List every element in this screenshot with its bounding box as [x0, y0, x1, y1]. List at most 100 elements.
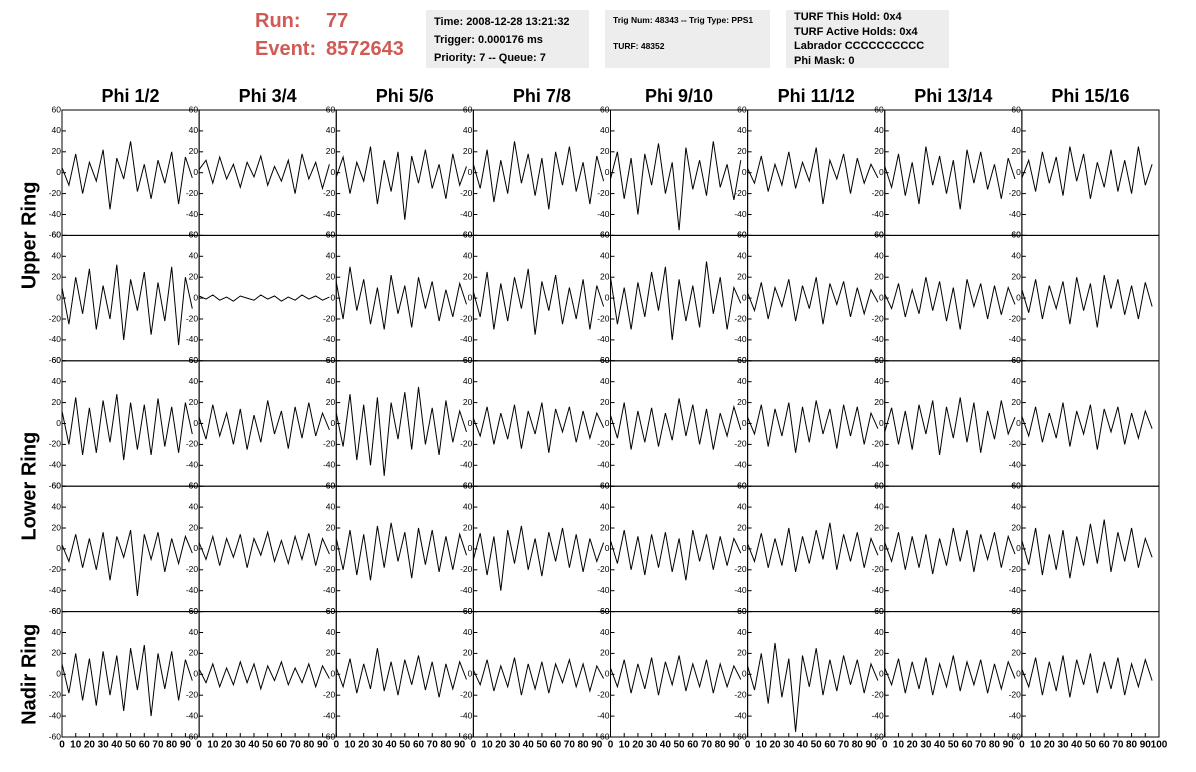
y-tick-label: 20 [600, 146, 610, 156]
y-tick-label: 0 [56, 418, 61, 428]
y-tick-label: -60 [460, 480, 473, 490]
y-tick-label: 0 [879, 292, 884, 302]
y-tick-label: 40 [463, 376, 473, 386]
y-tick-label: 20 [874, 522, 884, 532]
panel-frame [472, 360, 611, 487]
y-tick-label: -60 [460, 731, 473, 741]
y-tick-label: -60 [871, 230, 884, 240]
y-tick-label: -40 [323, 585, 336, 595]
waveform [198, 660, 330, 691]
y-tick-label: -20 [1009, 313, 1022, 323]
y-tick-label: -20 [186, 689, 199, 699]
y-tick-label: -60 [597, 731, 610, 741]
y-tick-label: 60 [874, 104, 884, 114]
y-tick-label: -40 [597, 209, 610, 219]
y-tick-label: 40 [326, 251, 336, 261]
y-tick-label: -20 [1009, 439, 1022, 449]
y-tick-label: 40 [874, 501, 884, 511]
y-tick-label: 60 [52, 355, 62, 365]
panel-frame [1021, 234, 1160, 362]
x-tick-label: 20 [495, 740, 507, 751]
y-tick-label: -60 [1009, 731, 1022, 741]
x-tick-label: 0 [1019, 740, 1025, 751]
panel-frame [884, 109, 1023, 236]
y-tick-label: -60 [734, 355, 747, 365]
y-tick-label: -20 [871, 689, 884, 699]
waveform [747, 277, 879, 325]
waveform [472, 525, 605, 591]
y-tick-label: -40 [186, 209, 199, 219]
y-tick-label: 0 [56, 167, 61, 177]
y-tick-label: 60 [189, 104, 199, 114]
y-tick-label: -40 [186, 334, 199, 344]
y-tick-label: -20 [49, 313, 62, 323]
y-tick-label: 20 [189, 271, 199, 281]
x-tick-label: 90 [591, 740, 603, 751]
x-tick-label: 70 [564, 740, 576, 751]
x-tick-label: 10 [756, 740, 768, 751]
x-tick-label: 30 [920, 740, 932, 751]
y-tick-label: 0 [193, 418, 198, 428]
waveform [610, 655, 742, 696]
waveform [884, 655, 1016, 696]
y-tick-label: -20 [49, 564, 62, 574]
x-tick-label: 0 [59, 740, 65, 751]
panel-frame [198, 485, 337, 613]
y-tick-label: 40 [737, 376, 747, 386]
x-tick-label: 10 [207, 740, 219, 751]
x-tick-label: 90 [728, 740, 740, 751]
y-tick-label: -60 [460, 230, 473, 240]
y-tick-label: -60 [1009, 355, 1022, 365]
x-tick-label: 60 [1099, 740, 1111, 751]
y-tick-label: -60 [734, 606, 747, 616]
waveform [884, 146, 1016, 210]
y-tick-label: 40 [874, 627, 884, 637]
y-tick-label: -20 [871, 188, 884, 198]
y-tick-label: -40 [597, 460, 610, 470]
y-tick-label: 40 [600, 125, 610, 135]
waveform [335, 266, 467, 330]
x-tick-label: 10 [70, 740, 82, 751]
info-line: TURF This Hold: 0x4 [794, 11, 902, 23]
y-tick-label: 60 [874, 230, 884, 240]
y-tick-label: 40 [189, 501, 199, 511]
x-tick-label: 40 [934, 740, 946, 751]
y-tick-label: -60 [871, 606, 884, 616]
y-tick-label: 0 [605, 669, 610, 679]
x-tick-label: 60 [139, 740, 151, 751]
y-tick-label: 0 [742, 418, 747, 428]
y-tick-label: -20 [871, 313, 884, 323]
y-tick-label: 20 [874, 146, 884, 156]
y-tick-label: 20 [52, 648, 62, 658]
x-tick-label: 0 [333, 740, 339, 751]
y-tick-label: 0 [742, 669, 747, 679]
x-tick-label: 40 [1071, 740, 1083, 751]
y-tick-label: 20 [189, 397, 199, 407]
y-tick-label: -60 [734, 230, 747, 240]
panel-frame [472, 485, 611, 613]
x-tick-label: 90 [180, 740, 192, 751]
waveform [61, 141, 193, 210]
run-number: 77 [326, 10, 349, 32]
y-tick-label: 20 [1011, 522, 1021, 532]
x-tick-label: 50 [1085, 740, 1097, 751]
y-tick-label: 20 [737, 397, 747, 407]
y-tick-label: -60 [49, 230, 62, 240]
y-tick-label: 0 [605, 167, 610, 177]
x-tick-label: 10 [482, 740, 494, 751]
x-tick-label: 70 [1112, 740, 1124, 751]
y-tick-label: 40 [874, 125, 884, 135]
x-tick-label: 80 [715, 740, 727, 751]
y-tick-label: -40 [460, 334, 473, 344]
y-tick-label: 60 [189, 606, 199, 616]
x-tick-label: 80 [578, 740, 590, 751]
ring-label: Nadir Ring [18, 624, 40, 725]
y-tick-label: -20 [734, 564, 747, 574]
x-tick-label: 0 [745, 740, 751, 751]
x-tick-label: 60 [824, 740, 836, 751]
y-tick-label: 0 [879, 167, 884, 177]
y-tick-label: -60 [186, 230, 199, 240]
y-tick-label: -60 [323, 606, 336, 616]
y-tick-label: 0 [331, 418, 336, 428]
